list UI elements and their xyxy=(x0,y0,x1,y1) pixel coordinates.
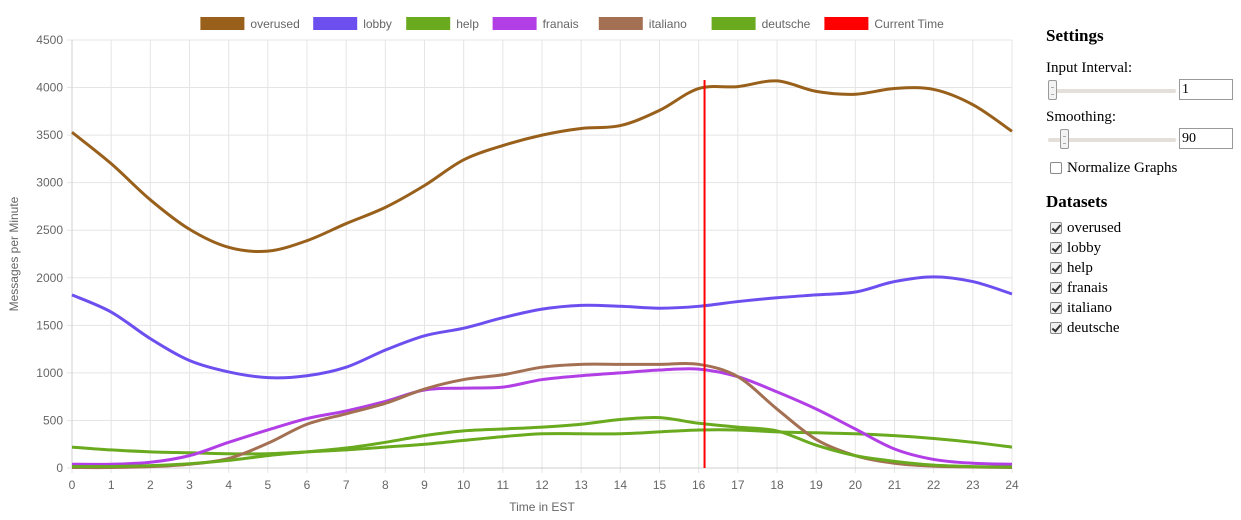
normalize-label: Normalize Graphs xyxy=(1067,159,1178,176)
y-tick-label: 3500 xyxy=(36,128,63,142)
y-tick-label: 0 xyxy=(56,461,63,475)
x-tick-label: 0 xyxy=(69,478,76,492)
legend-item-franais-label: franais xyxy=(543,17,579,31)
input-interval-control xyxy=(1046,79,1236,103)
x-axis-title: Time in EST xyxy=(509,500,575,514)
x-tick-label: 24 xyxy=(1005,478,1019,492)
input-interval-label: Input Interval: xyxy=(1046,60,1133,76)
input-interval-slider-handle[interactable] xyxy=(1048,80,1057,100)
y-tick-label: 4000 xyxy=(36,81,63,95)
legend-item-italiano-swatch xyxy=(598,17,643,30)
dataset-label: help xyxy=(1067,259,1093,276)
dataset-item-lobby: lobby xyxy=(1046,238,1236,258)
x-tick-label: 7 xyxy=(343,478,350,492)
dataset-checkbox[interactable] xyxy=(1050,242,1062,254)
y-tick-label: 3000 xyxy=(36,176,63,190)
input-interval-field[interactable] xyxy=(1179,79,1233,100)
series-line-help xyxy=(71,428,1013,456)
y-tick-label: 1000 xyxy=(36,366,63,380)
datasets-title: Datasets xyxy=(1046,192,1108,211)
dataset-item-italiano: italiano xyxy=(1046,298,1236,318)
x-tick-label: 21 xyxy=(888,478,902,492)
x-tick-label: 10 xyxy=(457,478,471,492)
dataset-label: franais xyxy=(1067,279,1108,296)
legend-item-lobby-label: lobby xyxy=(363,17,392,31)
x-tick-label: 3 xyxy=(186,478,193,492)
legend-item-overused-swatch xyxy=(200,17,245,30)
legend-item-current-time-label: Current Time xyxy=(874,17,944,31)
smoothing-control xyxy=(1046,128,1236,152)
y-tick-label: 2000 xyxy=(36,271,63,285)
y-tick-label: 2500 xyxy=(36,223,63,237)
settings-title: Settings xyxy=(1046,26,1104,45)
legend-item-help-swatch xyxy=(406,17,451,30)
series-line-lobby xyxy=(71,275,1013,380)
y-axis-title: Messages per Minute xyxy=(7,196,21,311)
normalize-checkbox[interactable] xyxy=(1050,162,1062,174)
y-tick-label: 1500 xyxy=(36,318,63,332)
smoothing-slider[interactable] xyxy=(1048,138,1176,142)
series-line-deutsche xyxy=(71,415,1013,469)
x-tick-label: 13 xyxy=(574,478,588,492)
legend-item-franais-swatch xyxy=(492,17,537,30)
dataset-list: overused lobby help franais italiano deutsche xyxy=(1046,218,1236,338)
x-tick-label: 18 xyxy=(770,478,784,492)
x-tick-label: 14 xyxy=(614,478,628,492)
normalize-row: Normalize Graphs xyxy=(1046,158,1236,178)
legend-item-deutsche-swatch xyxy=(711,17,756,30)
y-tick-label: 4500 xyxy=(36,33,63,47)
legend-item-overused-label: overused xyxy=(250,17,299,31)
y-tick-label: 500 xyxy=(43,413,63,427)
dataset-item-help: help xyxy=(1046,258,1236,278)
x-tick-label: 22 xyxy=(927,478,941,492)
dataset-item-deutsche: deutsche xyxy=(1046,318,1236,338)
x-tick-label: 23 xyxy=(966,478,980,492)
dataset-item-overused: overused xyxy=(1046,218,1236,238)
series-line-overused xyxy=(71,79,1013,254)
x-tick-label: 11 xyxy=(497,478,510,492)
x-tick-label: 19 xyxy=(809,478,823,492)
smoothing-field[interactable] xyxy=(1179,128,1233,149)
x-tick-label: 9 xyxy=(421,478,428,492)
x-tick-label: 17 xyxy=(731,478,745,492)
x-tick-label: 16 xyxy=(692,478,706,492)
x-tick-label: 6 xyxy=(304,478,311,492)
smoothing-label: Smoothing: xyxy=(1046,109,1117,125)
legend-item-help-label: help xyxy=(456,17,479,31)
dataset-label: lobby xyxy=(1067,239,1102,256)
x-tick-label: 15 xyxy=(653,478,667,492)
x-tick-label: 20 xyxy=(849,478,863,492)
x-tick-label: 8 xyxy=(382,478,389,492)
chart-area: 0 1 2 3 4 5 6 7 8 9 10 11 12 13 14 15 16 17 18 19 20 21 22 23 24… xyxy=(7,17,1019,514)
x-tick-label: 4 xyxy=(225,478,232,492)
dataset-checkbox[interactable] xyxy=(1050,222,1062,234)
settings-panel: Settings Input Interval: Smoothing: Norm… xyxy=(1046,26,1236,338)
dataset-checkbox[interactable] xyxy=(1050,322,1062,334)
legend-item-lobby-swatch xyxy=(313,17,358,30)
dataset-checkbox[interactable] xyxy=(1050,282,1062,294)
dataset-label: deutsche xyxy=(1067,319,1120,336)
dataset-label: overused xyxy=(1067,219,1122,236)
legend-item-italiano-label: italiano xyxy=(649,17,687,31)
x-tick-label: 5 xyxy=(264,478,271,492)
x-tick-label: 12 xyxy=(535,478,549,492)
legend-item-current-time-swatch xyxy=(824,17,869,30)
dataset-item-franais: franais xyxy=(1046,278,1236,298)
dataset-checkbox[interactable] xyxy=(1050,262,1062,274)
x-tick-label: 2 xyxy=(147,478,154,492)
input-interval-slider[interactable] xyxy=(1048,89,1176,93)
smoothing-slider-handle[interactable] xyxy=(1059,129,1069,149)
x-tick-label: 1 xyxy=(108,478,115,492)
series-line-franais xyxy=(71,367,1013,466)
legend-item-deutsche-label: deutsche xyxy=(762,17,811,31)
dataset-checkbox[interactable] xyxy=(1050,302,1062,314)
dataset-label: italiano xyxy=(1067,299,1112,316)
line-chart: 0 1 2 3 4 5 6 7 8 9 10 11 12 13 14 15 16 17 18 19 20 21 22 23 24… xyxy=(7,17,1019,514)
